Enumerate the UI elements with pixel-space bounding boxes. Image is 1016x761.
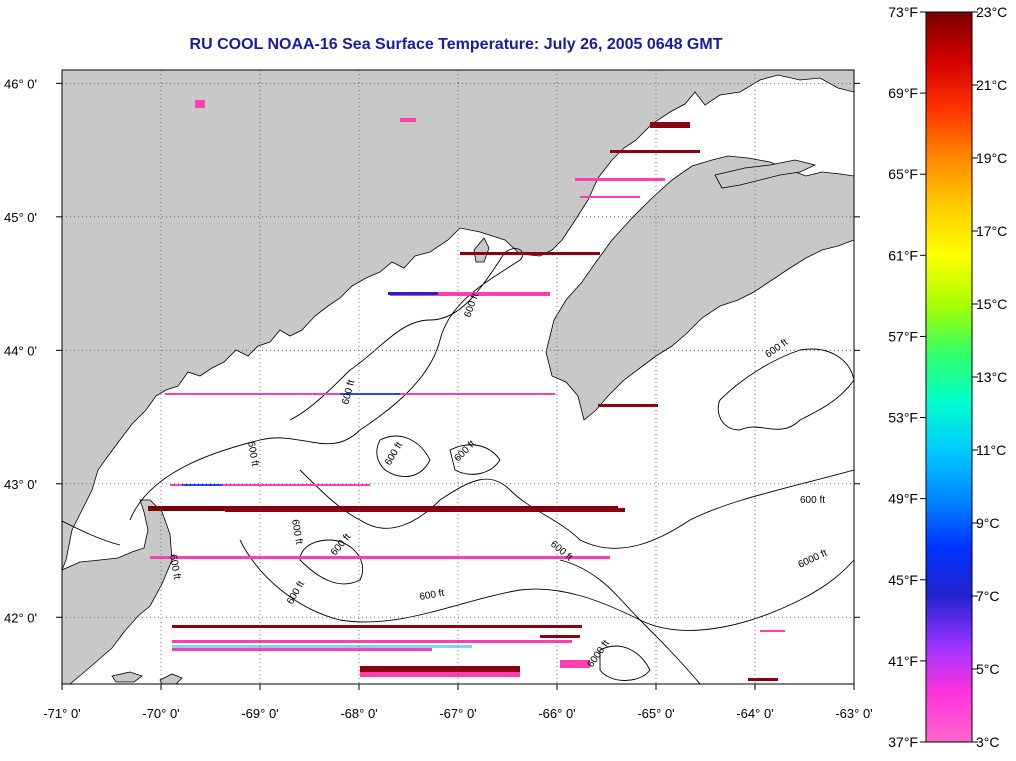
- cb-label-f: 49°F: [888, 491, 918, 507]
- latitude-axis: 46° 0' 45° 0' 44° 0' 43° 0' 42° 0': [4, 76, 860, 625]
- cb-label-c: 9°C: [976, 515, 1000, 531]
- cb-label-c: 21°C: [976, 77, 1007, 93]
- lon-tick-label: -67° 0': [439, 706, 476, 721]
- cb-label-f: 53°F: [888, 410, 918, 426]
- lat-tick-label: 46° 0': [4, 76, 37, 91]
- contour-label: 600 ft: [167, 554, 182, 581]
- lat-tick-label: 44° 0': [4, 343, 37, 358]
- cb-label-f: 57°F: [888, 328, 918, 344]
- sst-line: [748, 678, 778, 681]
- depth-contours: [62, 248, 854, 684]
- lon-tick-label: -68° 0': [340, 706, 377, 721]
- longitude-axis: -71° 0' -70° 0' -69° 0' -68° 0' -67° 0' -66° …: [43, 684, 873, 721]
- lat-tick-label: 43° 0': [4, 477, 37, 492]
- map-title: RU COOL NOAA-16 Sea Surface Temperature:…: [189, 36, 723, 53]
- colorbar-celsius-labels: 23°C 21°C 19°C 17°C 15°C 13°C 11°C 9°C 7°C 5°C 3°C: [972, 4, 1007, 750]
- land-nova-scotia: [545, 155, 854, 421]
- sst-line: [400, 118, 416, 122]
- sst-line: [150, 556, 610, 559]
- graticule: [62, 70, 854, 684]
- lon-tick-label: -71° 0': [43, 706, 80, 721]
- contour-label: 600 ft: [419, 588, 446, 603]
- cb-label-c: 7°C: [976, 588, 1000, 604]
- sst-line: [360, 666, 520, 672]
- cb-label-c: 23°C: [976, 4, 1007, 20]
- sst-line: [340, 393, 400, 395]
- plot-area: 600 ft 600 ft 600 ft 600 ft 600 ft 600 f…: [4, 69, 873, 721]
- cb-label-c: 5°C: [976, 661, 1000, 677]
- sst-scanlines: [148, 100, 785, 681]
- sst-line: [540, 635, 580, 638]
- sst-line: [580, 196, 640, 198]
- cb-label-f: 61°F: [888, 247, 918, 263]
- contour-label: 600 ft: [245, 441, 260, 468]
- sst-line: [610, 150, 700, 153]
- cb-label-c: 13°C: [976, 369, 1007, 385]
- cb-label-c: 17°C: [976, 223, 1007, 239]
- contour-label: 600 ft: [800, 495, 825, 506]
- sst-line: [360, 672, 520, 677]
- land-cape-cod: [62, 499, 173, 684]
- sst-line: [650, 122, 690, 128]
- sst-line: [225, 508, 625, 512]
- cb-label-c: 15°C: [976, 296, 1007, 312]
- sst-line: [172, 640, 572, 643]
- sst-line: [390, 292, 550, 296]
- land-islands: [111, 671, 183, 684]
- cb-label-f: 73°F: [888, 4, 918, 20]
- lon-tick-label: -66° 0': [538, 706, 575, 721]
- cb-label-c: 19°C: [976, 150, 1007, 166]
- cb-label-c: 3°C: [976, 734, 1000, 750]
- lon-tick-label: -64° 0': [736, 706, 773, 721]
- lat-tick-label: 42° 0': [4, 610, 37, 625]
- lon-tick-label: -63° 0': [835, 706, 872, 721]
- colorbar: 73°F 69°F 65°F 61°F 57°F 53°F 49°F 45°F 41°F 37°F…: [888, 4, 1007, 750]
- land-pei: [714, 159, 817, 189]
- cb-label-f: 41°F: [888, 653, 918, 669]
- lon-tick-label: -69° 0': [241, 706, 278, 721]
- contour-label: 600 ft: [289, 519, 304, 546]
- lon-tick-label: -65° 0': [637, 706, 674, 721]
- sst-line: [172, 648, 432, 651]
- colorbar-ramp: [925, 11, 973, 743]
- sst-line: [182, 484, 222, 486]
- sst-line: [760, 630, 785, 632]
- sst-line: [172, 625, 582, 628]
- sst-line: [575, 178, 665, 181]
- cb-label-f: 69°F: [888, 85, 918, 101]
- cb-label-f: 37°F: [888, 734, 918, 750]
- sst-line: [195, 100, 205, 108]
- sst-line: [598, 404, 658, 407]
- cb-label-f: 65°F: [888, 166, 918, 182]
- cb-label-f: 45°F: [888, 572, 918, 588]
- sst-line: [460, 252, 600, 255]
- lon-tick-label: -70° 0': [142, 706, 179, 721]
- sst-line: [388, 292, 438, 295]
- sst-line: [560, 660, 590, 668]
- sst-line: [170, 484, 370, 486]
- sst-line: [172, 645, 472, 648]
- colorbar-fahrenheit-labels: 73°F 69°F 65°F 61°F 57°F 53°F 49°F 45°F 41°F 37°F: [888, 4, 926, 750]
- cb-label-c: 11°C: [976, 442, 1006, 458]
- lat-tick-label: 45° 0': [4, 210, 37, 225]
